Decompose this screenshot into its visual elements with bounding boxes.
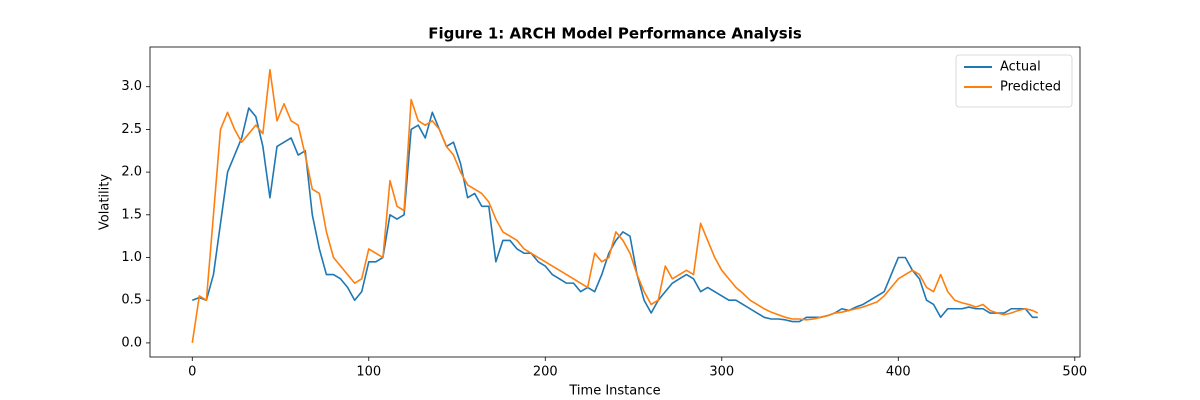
y-tick-label: 3.0 xyxy=(121,79,142,94)
y-tick-label: 2.0 xyxy=(121,165,142,180)
y-tick-label: 0.0 xyxy=(121,335,142,350)
y-tick-label: 2.5 xyxy=(121,122,142,137)
x-tick-label: 400 xyxy=(886,365,911,380)
y-tick-label: 1.5 xyxy=(121,207,142,222)
data-line xyxy=(191,68,1039,344)
y-axis-label: Volatility xyxy=(98,174,113,230)
plot-frame xyxy=(149,46,1081,358)
x-tick-label: 300 xyxy=(709,365,734,380)
legend-label: Actual xyxy=(1000,60,1041,75)
x-tick-label: 500 xyxy=(1062,365,1087,380)
legend-label: Predicted xyxy=(1000,80,1061,95)
data-line xyxy=(191,107,1038,323)
x-tick-label: 200 xyxy=(533,365,558,380)
x-axis-label: Time Instance xyxy=(568,384,660,399)
y-tick-label: 1.0 xyxy=(121,250,142,265)
chart-title: Figure 1: ARCH Model Performance Analysi… xyxy=(428,25,802,43)
y-tick-label: 0.5 xyxy=(121,293,142,308)
x-tick-label: 0 xyxy=(188,365,196,380)
x-tick-label: 100 xyxy=(356,365,381,380)
